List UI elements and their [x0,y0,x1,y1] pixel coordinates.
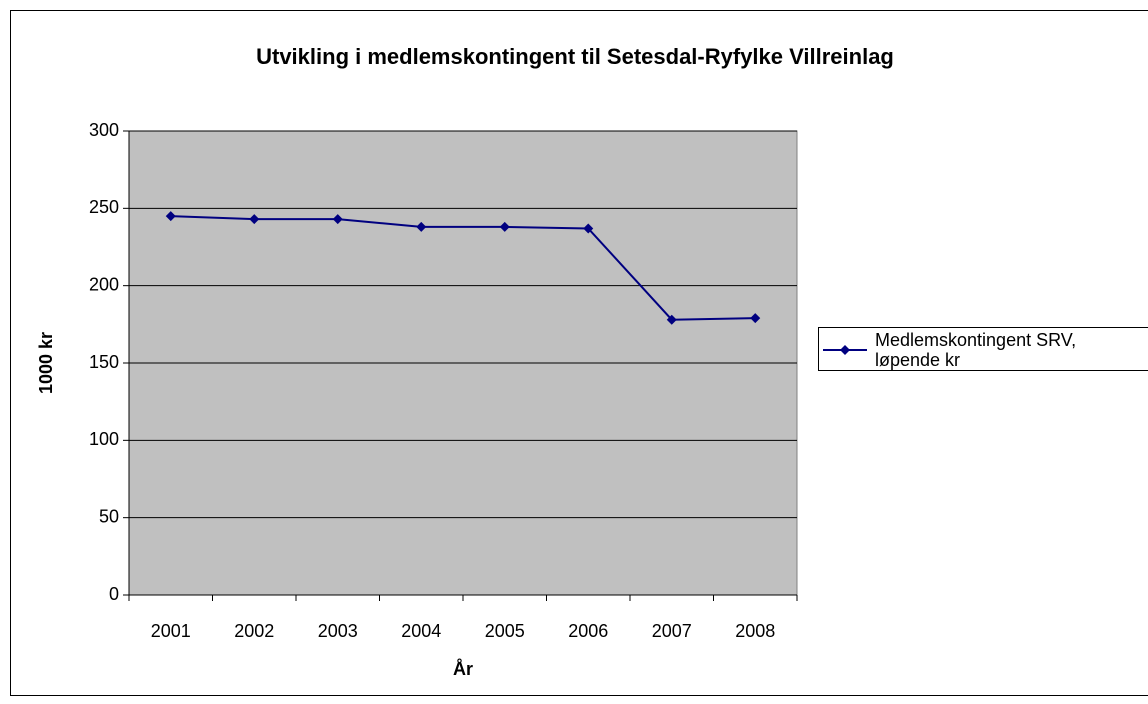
legend-label: Medlemskontingent SRV, løpende kr [875,330,1077,370]
y-tick-label: 100 [89,429,119,449]
marker [750,313,761,324]
y-tick-label: 200 [89,274,119,294]
marker [249,214,260,225]
marker [583,223,594,234]
y-tick-label: 50 [99,506,119,526]
legend-swatch [823,345,867,355]
marker [416,221,427,232]
x-tick-label: 2006 [568,621,608,641]
chart-title: Utvikling i medlemskontingent til Setesd… [256,44,894,69]
x-tick-label: 2001 [151,621,191,641]
marker [499,221,510,232]
y-tick-label: 0 [109,584,119,604]
x-tick-label: 2008 [735,621,775,641]
y-tick-label: 300 [89,120,119,140]
x-axis-label: År [453,659,473,679]
legend: Medlemskontingent SRV, løpende kr [818,327,1148,371]
y-axis-label: 1000 kr [36,332,56,394]
y-tick-label: 150 [89,352,119,372]
x-tick-label: 2002 [234,621,274,641]
marker [666,314,677,325]
marker [165,211,176,222]
x-tick-label: 2007 [652,621,692,641]
legend-marker [840,345,850,355]
marker [332,214,343,225]
x-tick-label: 2003 [318,621,358,641]
series-line [170,215,756,321]
y-tick-label: 250 [89,197,119,217]
x-tick-label: 2005 [485,621,525,641]
x-tick-label: 2004 [401,621,441,641]
